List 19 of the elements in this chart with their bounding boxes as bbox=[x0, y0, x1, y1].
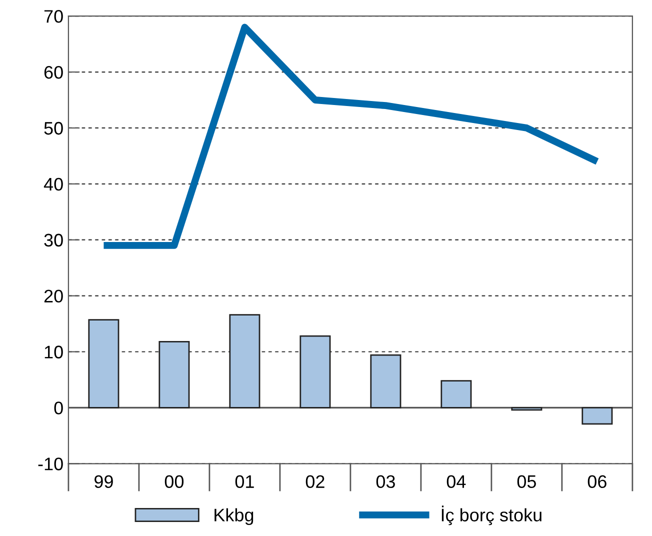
x-tick-label: 04 bbox=[446, 475, 466, 488]
y-tick-label: -10 bbox=[38, 458, 63, 470]
x-tick-label: 00 bbox=[164, 475, 184, 488]
y-tick-label: 60 bbox=[44, 66, 63, 79]
y-tick-label: 0 bbox=[54, 402, 63, 414]
y-tick-label: 40 bbox=[44, 178, 63, 191]
x-tick-label: 01 bbox=[235, 475, 254, 488]
y-tick-label: 70 bbox=[44, 10, 63, 23]
y-tick-label: 20 bbox=[44, 290, 63, 303]
x-tick-label: 05 bbox=[517, 475, 536, 488]
legend-label: Kkbg bbox=[214, 508, 254, 526]
y-tick-label: 30 bbox=[44, 234, 63, 247]
legend-label: İç borç stoku bbox=[442, 506, 542, 526]
y-tick-label: 10 bbox=[44, 346, 63, 358]
x-tick-label: 03 bbox=[376, 475, 395, 488]
x-tick-label: 02 bbox=[306, 475, 324, 488]
y-tick-label: 50 bbox=[44, 122, 63, 135]
x-tick-label: 99 bbox=[94, 475, 113, 488]
x-tick-label: 06 bbox=[588, 475, 606, 488]
